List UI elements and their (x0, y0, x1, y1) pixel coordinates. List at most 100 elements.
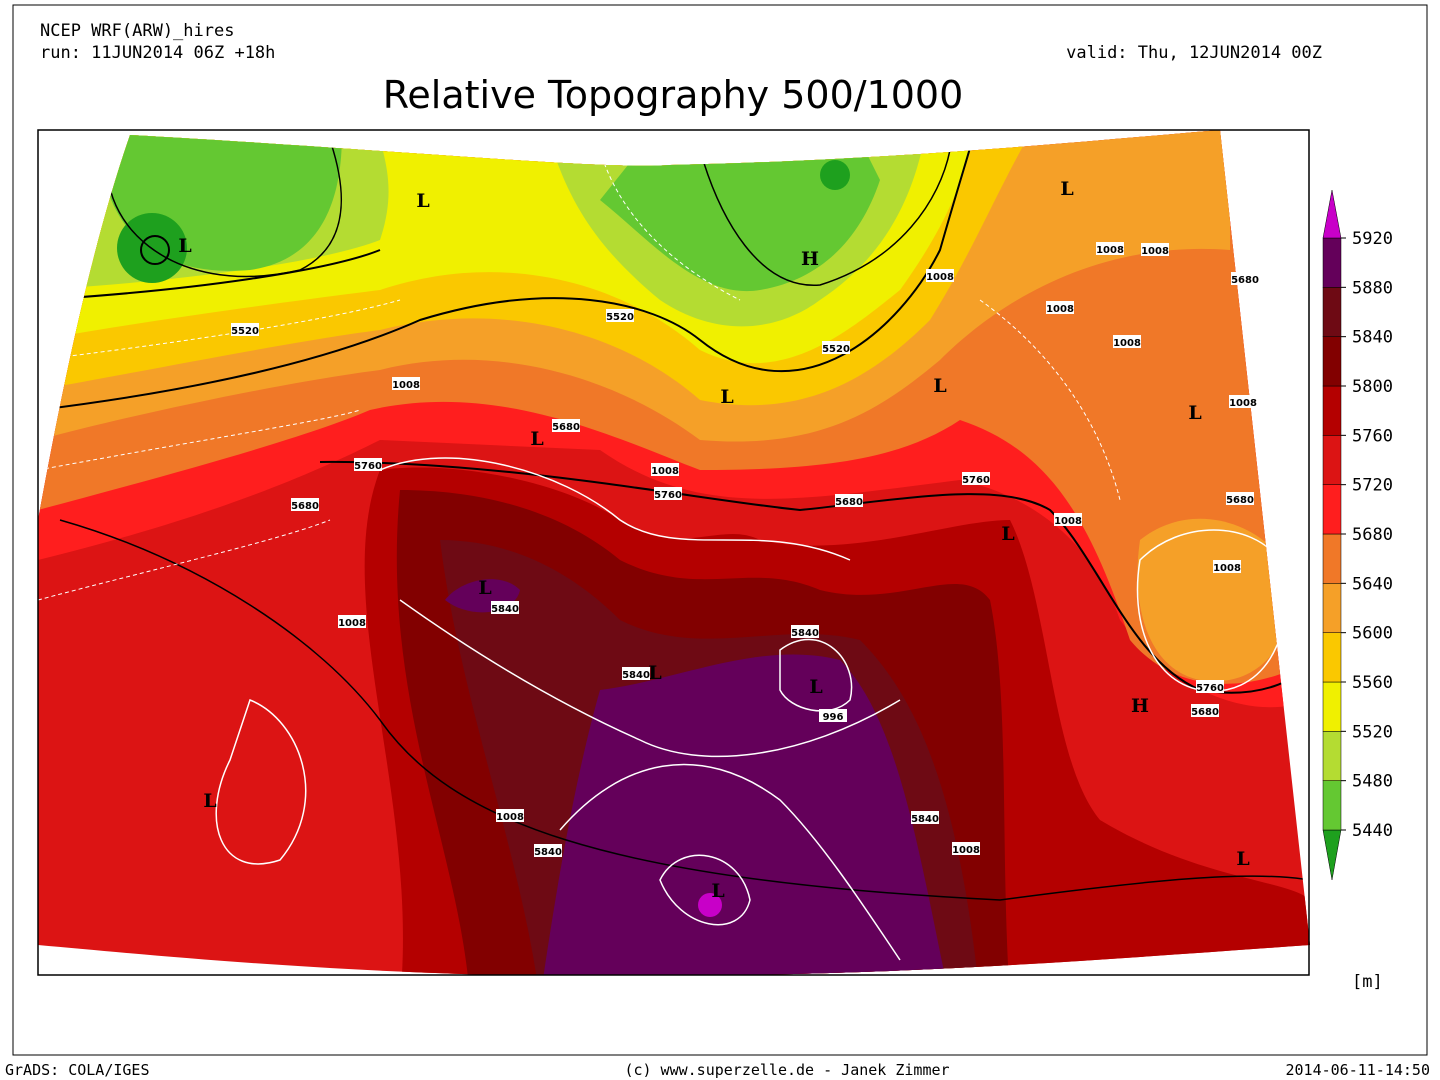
colorbar-segment (1322, 385, 1342, 436)
colorbar-label: 5920 (1352, 229, 1393, 249)
colorbar-label: 5800 (1352, 377, 1393, 397)
contour-label-box (926, 269, 954, 282)
contour-label-box (622, 667, 650, 680)
contour-label-box (962, 472, 990, 485)
contour-label-box (1113, 335, 1141, 348)
contour-label: 1008 (1096, 245, 1124, 256)
contour-label-box (1054, 513, 1082, 526)
pressure-center: L (1236, 848, 1249, 870)
colorbar-segment (1322, 287, 1342, 337)
contour-label: 5760 (354, 461, 382, 472)
contour-label: 5680 (291, 501, 319, 512)
contour-label: 1008 (392, 380, 420, 391)
contour-label: 5760 (962, 475, 990, 486)
contour-label: 5840 (622, 670, 650, 681)
contour-label-box (291, 498, 319, 511)
contour-label: 5840 (534, 847, 562, 858)
contour-label: 1008 (496, 812, 524, 823)
colorbar-segment (1322, 780, 1342, 831)
run-time: run: 11JUN2014 06Z +18h (40, 43, 275, 63)
contour-label: 1008 (1213, 563, 1241, 574)
contour-label-box (552, 419, 580, 432)
height-band (820, 160, 850, 190)
contour-label: 1008 (1141, 246, 1169, 257)
colorbar-segment (1322, 681, 1342, 732)
contour-label: 996 (823, 712, 844, 723)
contour-label: 1008 (926, 272, 954, 283)
contour-label-box (338, 615, 366, 628)
pressure-center: L (809, 676, 822, 698)
contour-label-box (911, 811, 939, 824)
unit-label: [m] (1352, 972, 1383, 992)
colorbar-label: 5880 (1352, 278, 1393, 298)
contour-label-box (651, 463, 679, 476)
contour-label-box (1231, 272, 1259, 285)
colorbar-label: 5600 (1352, 624, 1393, 644)
colorbar-segment (1322, 484, 1342, 535)
contour-label: 1008 (1046, 304, 1074, 315)
pressure-center: L (720, 386, 733, 408)
colorbar-label: 5480 (1352, 772, 1393, 792)
contour-label: 5760 (654, 490, 682, 501)
pressure-center: L (1188, 402, 1201, 424)
colorbar-label: 5560 (1352, 673, 1393, 693)
colorbar-label: 5720 (1352, 476, 1393, 496)
contour-label-box (1046, 301, 1074, 314)
pressure-center: L (416, 190, 429, 212)
contour-label-box (654, 487, 682, 500)
contour-label-box (791, 625, 819, 638)
colorbar-segment (1322, 632, 1342, 683)
contour-label-box (1213, 560, 1241, 573)
contour-label: 1008 (1113, 338, 1141, 349)
contour-label-box (354, 458, 382, 471)
pressure-center: L (648, 662, 661, 684)
contour-label-box (534, 844, 562, 857)
contour-label: 1008 (651, 466, 679, 477)
pressure-center: L (530, 428, 543, 450)
contour-label-box (835, 494, 863, 507)
contour-label-box (606, 309, 634, 322)
contour-label-box (491, 601, 519, 614)
contour-label: 5760 (1196, 683, 1224, 694)
software-credit: GrADS: COLA/IGES (5, 1061, 150, 1079)
pressure-center: H (1131, 695, 1149, 717)
valid-time: valid: Thu, 12JUN2014 00Z (1066, 43, 1322, 63)
contour-label: 5840 (791, 628, 819, 639)
author-credit: (c) www.superzelle.de - Janek Zimmer (624, 1061, 949, 1079)
colorbar-segment (1322, 435, 1342, 485)
contour-label: 1008 (1229, 398, 1257, 409)
colorbar-segment (1322, 731, 1342, 781)
contour-label-box (392, 377, 420, 390)
model-name: NCEP WRF(ARW)_hires (40, 21, 234, 41)
colorbar-segment (1322, 237, 1342, 288)
map-title: Relative Topography 500/1000 (383, 73, 964, 117)
colorbar-segment (1322, 583, 1342, 633)
page-border (12, 4, 1428, 1056)
colorbar-label: 5840 (1352, 328, 1393, 348)
contour-label-box (496, 809, 524, 822)
pressure-center: L (178, 235, 191, 257)
contour-label: 5520 (822, 344, 850, 355)
contour-label-box (819, 709, 847, 722)
colorbar-label: 5640 (1352, 574, 1393, 594)
contour-label: 5680 (552, 422, 580, 433)
colorbar-label: 5520 (1352, 722, 1393, 742)
height-band (698, 893, 722, 917)
contour-label: 1008 (1054, 516, 1082, 527)
colorbar-label: 5680 (1352, 525, 1393, 545)
colorbar-label: 5440 (1352, 821, 1393, 841)
pressure-center: L (478, 577, 491, 599)
colorbar-segment (1322, 533, 1342, 584)
pressure-center: L (203, 790, 216, 812)
contour-label: 5680 (1231, 275, 1259, 286)
pressure-center: H (801, 248, 819, 270)
height-field (38, 130, 1310, 975)
contour-label: 5840 (491, 604, 519, 615)
contour-label: 1008 (952, 845, 980, 856)
contour-label-box (1226, 492, 1254, 505)
pressure-center: L (711, 880, 724, 902)
colorbar-segment (1322, 829, 1342, 881)
contour-label: 5520 (231, 326, 259, 337)
map-frame (37, 129, 1310, 976)
contour-label-box (952, 842, 980, 855)
